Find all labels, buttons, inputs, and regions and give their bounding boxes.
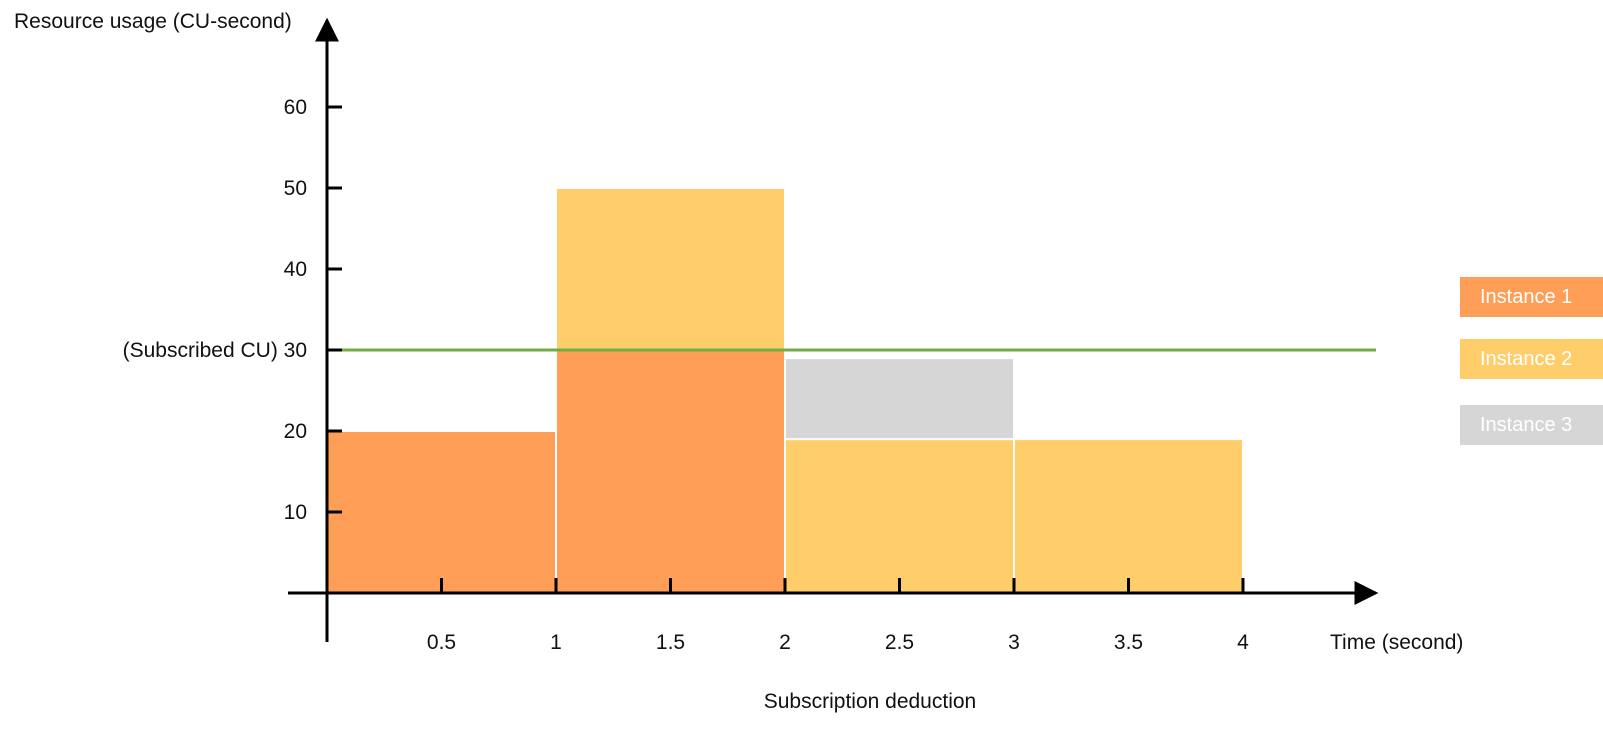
chart-subtitle: Subscription deduction [763, 690, 977, 713]
bar-segment-instance-2-1 [555, 187, 786, 351]
x-tick-label-2: 2 [779, 631, 791, 654]
ticks-layer: 10 20 (Subscribed CU) 30 40 50 60 0.5 1 1.5 2 2.5 3… [123, 96, 1250, 654]
y-tick-label-60: 60 [284, 96, 307, 119]
axes-layer [288, 17, 1379, 642]
x-tick-label-3.5: 3.5 [1114, 631, 1143, 654]
y-tick-label-30: (Subscribed CU) 30 [123, 339, 307, 362]
x-tick-label-2.5: 2.5 [885, 631, 914, 654]
bar-segment-instance-2-2 [784, 438, 1015, 594]
x-tick-label-0.5: 0.5 [427, 631, 456, 654]
y-tick-label-20: 20 [284, 420, 307, 443]
bar-segment-instance-1-1 [326, 430, 557, 594]
y-tick-label-40: 40 [284, 258, 307, 281]
bar-segment-instance-2-3 [1013, 438, 1244, 594]
y-axis-title: Resource usage (CU-second) [14, 10, 292, 33]
x-tick-label-1.5: 1.5 [656, 631, 685, 654]
bar-segment-instance-1-2 [555, 349, 786, 594]
x-tick-label-3: 3 [1008, 631, 1020, 654]
legend-item-instance-3: Instance 3 [1460, 405, 1603, 445]
y-tick-label-10: 10 [284, 501, 307, 524]
bar-segment-instance-3-1 [784, 357, 1015, 441]
bars-layer [326, 187, 1244, 594]
legend-item-instance-2: Instance 2 [1460, 339, 1603, 379]
legend-item-instance-1: Instance 1 [1460, 277, 1603, 317]
x-tick-label-4: 4 [1237, 631, 1249, 654]
x-tick-label-1: 1 [550, 631, 562, 654]
x-axis-title: Time (second) [1330, 631, 1463, 654]
y-tick-label-50: 50 [284, 177, 307, 200]
